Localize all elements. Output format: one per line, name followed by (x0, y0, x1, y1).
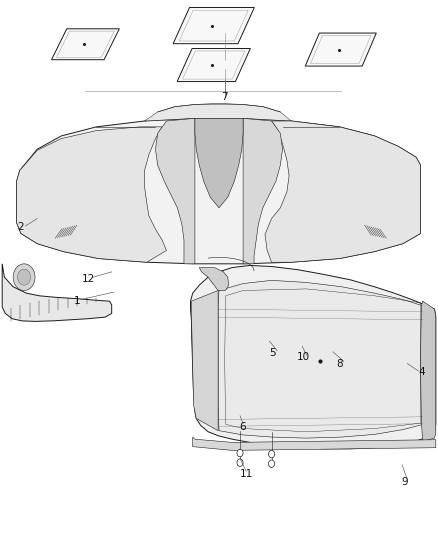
Polygon shape (305, 33, 376, 66)
Text: 10: 10 (297, 352, 310, 362)
Text: 5: 5 (269, 348, 276, 358)
Polygon shape (191, 290, 218, 431)
Polygon shape (155, 118, 195, 264)
Text: 4: 4 (418, 367, 425, 377)
Text: 1: 1 (73, 296, 80, 305)
Polygon shape (145, 104, 291, 121)
Polygon shape (177, 49, 251, 82)
Circle shape (237, 449, 243, 457)
Polygon shape (2, 264, 112, 321)
Circle shape (237, 459, 243, 466)
Circle shape (13, 264, 35, 290)
Text: 2: 2 (17, 222, 24, 232)
Polygon shape (193, 437, 436, 450)
Polygon shape (17, 127, 166, 262)
Polygon shape (191, 265, 436, 449)
Text: 11: 11 (240, 470, 253, 479)
Circle shape (18, 269, 31, 285)
Polygon shape (17, 118, 420, 264)
Polygon shape (265, 121, 420, 262)
Text: 12: 12 (82, 274, 95, 284)
Polygon shape (243, 118, 283, 264)
Text: 7: 7 (221, 92, 228, 102)
Polygon shape (195, 118, 243, 208)
Circle shape (268, 450, 275, 458)
Circle shape (268, 460, 275, 467)
Polygon shape (52, 29, 119, 60)
Polygon shape (420, 301, 436, 441)
Polygon shape (173, 7, 254, 44)
Polygon shape (218, 280, 426, 438)
Text: 8: 8 (336, 359, 343, 368)
Polygon shape (199, 268, 229, 290)
Text: 6: 6 (239, 423, 246, 432)
Text: 9: 9 (402, 478, 409, 487)
